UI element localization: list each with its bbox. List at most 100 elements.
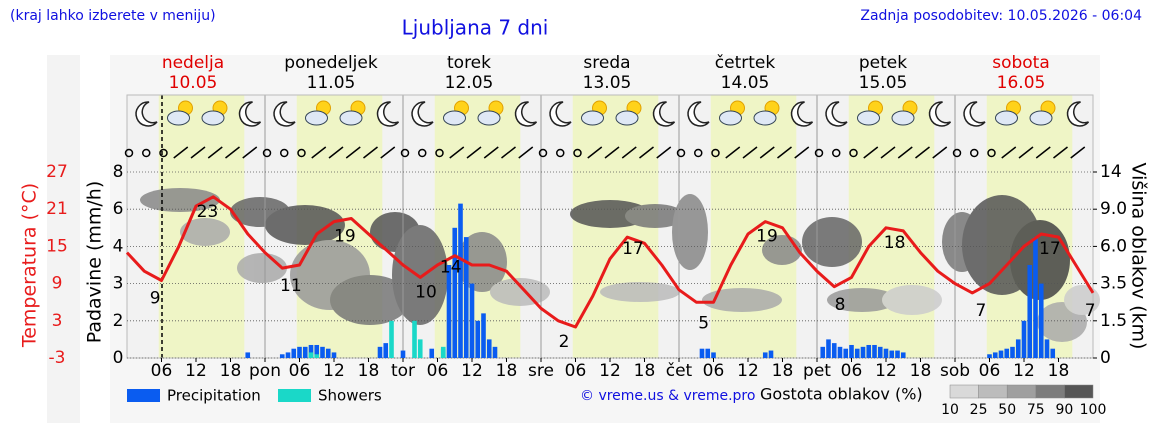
precip-bar <box>1033 237 1038 358</box>
update-time: Zadnja posodobitev: 10.05.2026 - 06:04 <box>860 8 1142 24</box>
wind-calm <box>538 148 548 158</box>
day-date: 12.05 <box>445 73 494 93</box>
y-tick-label: 6 <box>113 199 124 219</box>
temp-tick-label: -3 <box>49 348 66 368</box>
precip-bar <box>320 346 325 358</box>
moon-icon <box>790 101 814 127</box>
wind-calm <box>711 148 720 158</box>
wind-barb <box>449 146 465 159</box>
cloud-icon <box>443 110 466 126</box>
wind-barb <box>777 146 792 159</box>
cloud-legend-label: 90 <box>1055 402 1073 418</box>
cloud-blob <box>802 217 862 267</box>
chart-title: Ljubljana 7 dni <box>402 16 549 40</box>
cloud-blob <box>265 205 345 245</box>
wind-barb <box>242 146 258 159</box>
weather-icons <box>135 100 1090 127</box>
menu-note: (kraj lahko izberete v meniju) <box>10 8 216 24</box>
wind-barb <box>225 146 240 159</box>
legend-swatch <box>278 389 311 402</box>
x-tick-label: 06 <box>703 361 725 381</box>
cloud-icon <box>995 110 1018 126</box>
precip-bar <box>314 354 320 358</box>
x-tick-label: 18 <box>634 361 656 381</box>
wind-calm <box>280 148 289 158</box>
y2-tick-label: 6.0 <box>1100 236 1127 256</box>
wind-calm <box>832 148 841 158</box>
precip-bar <box>860 346 866 358</box>
moon-icon <box>928 101 952 127</box>
wind-barb <box>794 146 810 159</box>
temp-tick-label: 3 <box>52 311 63 331</box>
temp-extreme-label: 19 <box>756 227 778 247</box>
precip-bar <box>412 320 417 358</box>
day-name: četrtek <box>715 53 776 73</box>
day-name: petek <box>859 53 907 73</box>
day-name: sreda <box>583 53 630 73</box>
wind-barb <box>639 146 654 159</box>
precip-bar <box>895 350 900 358</box>
cloud-legend-label: 50 <box>998 402 1016 418</box>
precip-bar <box>866 344 872 358</box>
wind-barb <box>1035 146 1051 159</box>
temp-extreme-label: 7 <box>975 301 986 321</box>
precip-bar <box>1015 339 1021 358</box>
cloud-icon <box>719 110 742 126</box>
wind-barb <box>311 146 327 159</box>
precip-bar <box>475 320 481 358</box>
wind-calm <box>694 148 703 158</box>
precip-bar <box>1027 265 1033 358</box>
x-tick-label: 18 <box>1048 361 1070 381</box>
moon-icon <box>1066 101 1090 127</box>
credit: © vreme.us & vreme.pro <box>580 388 755 404</box>
precip-axis-label: Padavine (mm/h) <box>84 181 106 344</box>
temp-tick-label: 15 <box>46 236 68 256</box>
precip-bar <box>998 350 1004 358</box>
precip-bar <box>383 343 389 358</box>
temp-extreme-label: 7 <box>1085 301 1096 321</box>
day-name: nedelja <box>162 53 224 73</box>
daylight-band <box>848 95 935 358</box>
wind-calm <box>970 148 979 158</box>
cloud-blob <box>702 288 782 312</box>
moon-icon <box>238 101 262 127</box>
precip-bar <box>492 346 498 358</box>
y-tick-label: 2 <box>113 311 124 331</box>
precip-bar <box>900 352 906 358</box>
cloud-blob <box>625 204 685 228</box>
cloud-height-axis-label: Višina oblakov (km) <box>1128 163 1150 350</box>
day-name: sobota <box>992 53 1050 73</box>
wind-barb <box>345 146 361 159</box>
wind-calm <box>814 148 824 158</box>
wind-calm <box>952 148 962 158</box>
wind-calm <box>849 148 858 158</box>
x-tick-label: 18 <box>496 361 518 381</box>
wind-calm <box>262 148 272 158</box>
precip-bar <box>1050 348 1056 358</box>
y-tick-label: 0 <box>113 348 124 368</box>
wind-barb <box>173 146 189 159</box>
temp-extreme-label: 10 <box>415 282 437 302</box>
precip-bar <box>889 350 895 358</box>
temp-tick-label: 9 <box>52 274 63 294</box>
wind-barb <box>897 146 913 159</box>
cloud-blob <box>1010 220 1070 300</box>
cloud-legend-label: 10 <box>941 402 959 418</box>
y2-tick-label: 3.5 <box>1100 274 1127 294</box>
y-tick-label: 4 <box>113 236 124 256</box>
x-tick-label: 12 <box>1013 361 1035 381</box>
wind-calm <box>676 148 686 158</box>
cloud-blob <box>392 225 448 325</box>
wind-barb <box>915 146 930 159</box>
wind-barb <box>725 146 741 159</box>
precip-bar <box>854 348 860 358</box>
wind-barb <box>863 146 879 159</box>
cloud-blob <box>490 278 550 306</box>
cloud-blob <box>140 188 220 212</box>
cloud-icon <box>201 110 225 126</box>
precip-bar <box>325 348 331 358</box>
precip-bar <box>1038 283 1044 358</box>
x-tick-label: sob <box>940 361 970 381</box>
temp-extreme-label: 14 <box>440 258 462 278</box>
day-date: 13.05 <box>583 73 632 93</box>
